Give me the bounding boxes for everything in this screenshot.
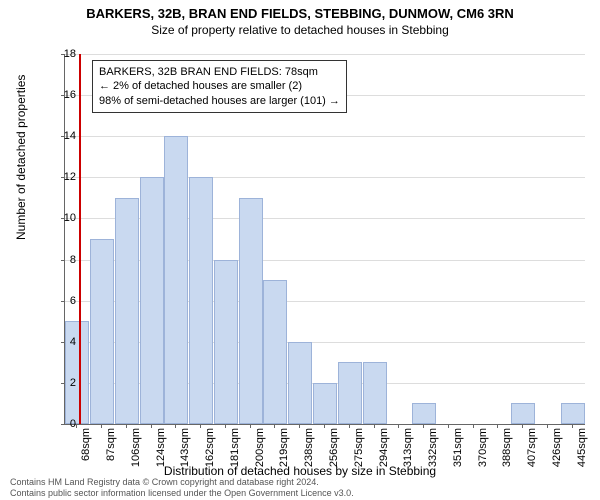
xtick-label: 407sqm xyxy=(526,428,538,467)
xtick-label: 275sqm xyxy=(353,428,365,467)
xtick-mark xyxy=(250,424,251,428)
xtick-mark xyxy=(126,424,127,428)
ytick-label: 18 xyxy=(52,48,76,60)
xtick-mark xyxy=(299,424,300,428)
xtick-label: 219sqm xyxy=(278,428,290,467)
histogram-bar xyxy=(313,383,337,424)
xtick-label: 351sqm xyxy=(452,428,464,467)
xtick-mark xyxy=(349,424,350,428)
ytick-label: 2 xyxy=(52,377,76,389)
xtick-label: 426sqm xyxy=(551,428,563,467)
xtick-label: 238sqm xyxy=(303,428,315,467)
xtick-mark xyxy=(572,424,573,428)
xtick-label: 256sqm xyxy=(328,428,340,467)
xtick-mark xyxy=(200,424,201,428)
xtick-mark xyxy=(497,424,498,428)
footnote: Contains HM Land Registry data © Crown c… xyxy=(10,477,354,498)
histogram-bar xyxy=(164,136,188,424)
histogram-bar xyxy=(288,342,312,424)
histogram-bar xyxy=(363,362,387,424)
xtick-mark xyxy=(324,424,325,428)
footnote-line-1: Contains HM Land Registry data © Crown c… xyxy=(10,477,354,487)
xtick-label: 87sqm xyxy=(105,428,117,461)
histogram-bar xyxy=(412,403,436,424)
histogram-bar xyxy=(189,177,213,424)
gridline xyxy=(65,136,585,137)
chart-subtitle: Size of property relative to detached ho… xyxy=(0,21,600,37)
y-axis-label: Number of detached properties xyxy=(14,75,28,240)
xtick-label: 313sqm xyxy=(402,428,414,467)
histogram-bar xyxy=(511,403,535,424)
xtick-label: 162sqm xyxy=(204,428,216,467)
xtick-mark xyxy=(522,424,523,428)
xtick-label: 106sqm xyxy=(130,428,142,467)
xtick-mark xyxy=(473,424,474,428)
xtick-label: 332sqm xyxy=(427,428,439,467)
marker-line xyxy=(79,54,81,424)
annotation-line-3: 98% of semi-detached houses are larger (… xyxy=(99,94,340,108)
ytick-label: 14 xyxy=(52,130,76,142)
xtick-label: 200sqm xyxy=(254,428,266,467)
xtick-label: 445sqm xyxy=(576,428,588,467)
chart-title: BARKERS, 32B, BRAN END FIELDS, STEBBING,… xyxy=(0,0,600,21)
xtick-mark xyxy=(448,424,449,428)
chart-area: BARKERS, 32B BRAN END FIELDS: 78sqm ← 2%… xyxy=(64,54,584,424)
ytick-label: 16 xyxy=(52,89,76,101)
xtick-mark xyxy=(423,424,424,428)
xtick-mark xyxy=(225,424,226,428)
ytick-label: 10 xyxy=(52,212,76,224)
xtick-label: 388sqm xyxy=(501,428,513,467)
gridline xyxy=(65,54,585,55)
histogram-bar xyxy=(561,403,585,424)
xtick-mark xyxy=(76,424,77,428)
x-axis-label: Distribution of detached houses by size … xyxy=(0,464,600,478)
xtick-label: 370sqm xyxy=(477,428,489,467)
ytick-label: 12 xyxy=(52,171,76,183)
histogram-bar xyxy=(338,362,362,424)
histogram-bar xyxy=(115,198,139,424)
xtick-mark xyxy=(101,424,102,428)
annotation-line-2: ← 2% of detached houses are smaller (2) xyxy=(99,79,340,93)
xtick-mark xyxy=(175,424,176,428)
xtick-label: 68sqm xyxy=(80,428,92,461)
xtick-mark xyxy=(398,424,399,428)
xtick-mark xyxy=(547,424,548,428)
histogram-bar xyxy=(263,280,287,424)
xtick-mark xyxy=(274,424,275,428)
histogram-bar xyxy=(214,260,238,424)
xtick-label: 181sqm xyxy=(229,428,241,467)
histogram-bar xyxy=(239,198,263,424)
histogram-bar xyxy=(140,177,164,424)
ytick-label: 4 xyxy=(52,336,76,348)
ytick-label: 0 xyxy=(52,418,76,430)
xtick-label: 294sqm xyxy=(378,428,390,467)
ytick-label: 6 xyxy=(52,295,76,307)
footnote-line-2: Contains public sector information licen… xyxy=(10,488,354,498)
xtick-mark xyxy=(151,424,152,428)
annotation-line-1: BARKERS, 32B BRAN END FIELDS: 78sqm xyxy=(99,65,340,79)
xtick-label: 124sqm xyxy=(155,428,167,467)
ytick-label: 8 xyxy=(52,254,76,266)
annotation-box: BARKERS, 32B BRAN END FIELDS: 78sqm ← 2%… xyxy=(92,60,347,113)
xtick-mark xyxy=(374,424,375,428)
xtick-label: 143sqm xyxy=(179,428,191,467)
chart-container: BARKERS, 32B, BRAN END FIELDS, STEBBING,… xyxy=(0,0,600,500)
histogram-bar xyxy=(90,239,114,424)
